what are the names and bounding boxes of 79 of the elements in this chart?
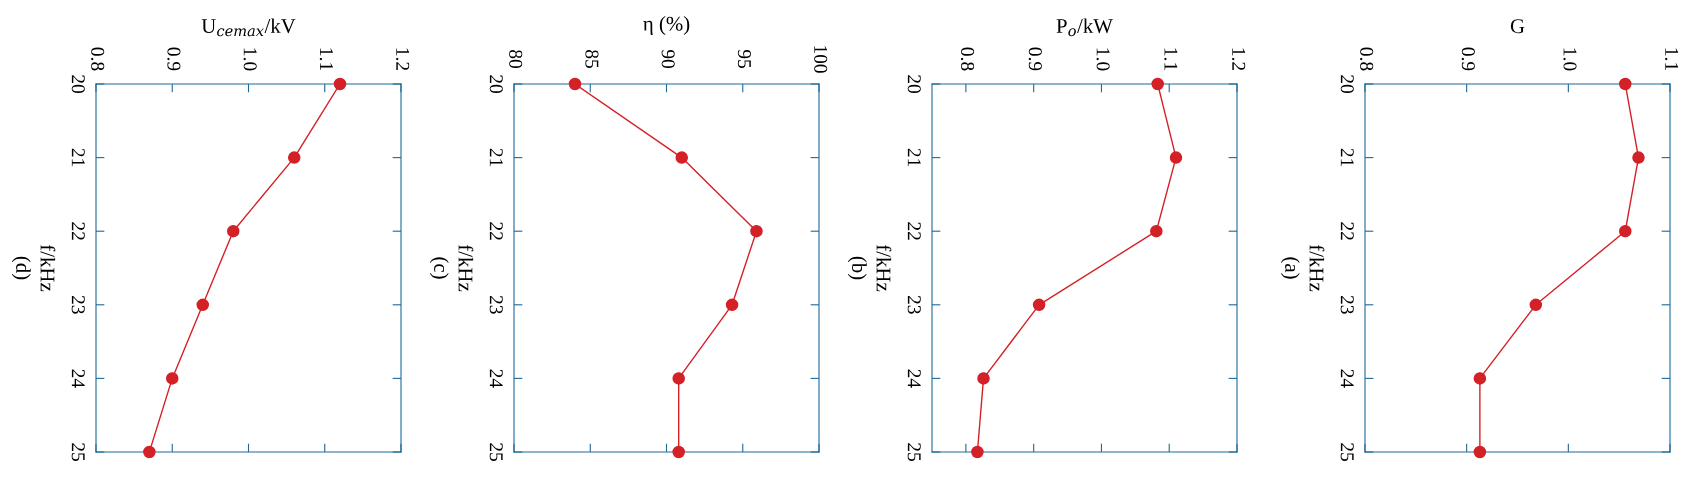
point <box>1032 298 1046 312</box>
x-tick-label: 1.0 <box>1096 48 1110 71</box>
x-tick-label: 1.1 <box>319 48 333 70</box>
x-tick-label: 1.1 <box>1164 48 1178 70</box>
y-tick-label: 21 <box>489 148 503 167</box>
y-axis-title: f/kHz <box>876 244 892 292</box>
y-tick-label: 22 <box>1340 222 1354 240</box>
x-tick-label: 0.8 <box>960 47 975 71</box>
point <box>1169 151 1183 164</box>
text: (b) <box>847 256 867 280</box>
x-tick-label: 1.0 <box>1563 48 1577 71</box>
y-tick-label: 20 <box>71 75 85 93</box>
point <box>196 298 210 312</box>
y-tick-label: 23 <box>489 295 503 314</box>
x-tick-label: 0.9 <box>1461 47 1475 71</box>
point <box>1619 224 1632 238</box>
y-tick-label: 23 <box>907 295 921 314</box>
y-tick-label: 22 <box>71 222 85 240</box>
x-tick-label: 90 <box>661 49 675 68</box>
x-axis-title: P$_{o}$/kW <box>1056 18 1113 37</box>
point <box>1473 445 1487 459</box>
x-tick-label: 0.9 <box>167 47 181 71</box>
x-tick-label: 0.8 <box>1360 47 1374 71</box>
y-axis-title: f/kHz <box>458 244 474 292</box>
point <box>1632 151 1645 164</box>
y-tick-label: 20 <box>907 75 921 93</box>
y-tick-label: 25 <box>1340 443 1354 461</box>
y-tick-label: 22 <box>489 222 503 240</box>
x-tick-label: 1.2 <box>396 48 410 71</box>
y-tick-label: 21 <box>71 148 85 167</box>
point <box>333 77 347 91</box>
point <box>568 77 582 91</box>
y-tick-label: 25 <box>71 443 85 461</box>
point <box>977 372 990 385</box>
y-axis-title: f/kHz <box>40 244 56 292</box>
point <box>725 298 739 312</box>
point <box>675 151 689 164</box>
x-axis-title: η (%) <box>643 16 690 35</box>
y-axis-title: f/kHz <box>1309 244 1325 292</box>
point <box>1473 372 1487 385</box>
x-axis-title: U$_{cemax}$/kV <box>201 18 296 37</box>
x-tick-label: 0.8 <box>91 47 105 71</box>
point <box>672 445 685 459</box>
x-tick-label: 80 <box>509 50 523 68</box>
text: (a) <box>1280 257 1300 279</box>
point <box>750 224 763 238</box>
point <box>1150 224 1163 238</box>
x-tick-label: 85 <box>585 50 599 68</box>
y-tick-label: 25 <box>907 443 921 461</box>
text: (c) <box>429 257 449 279</box>
x-tick-label: 1.1 <box>1665 48 1679 70</box>
y-tick-label: 20 <box>1340 75 1354 93</box>
point <box>971 445 984 459</box>
y-tick-label: 24 <box>907 369 921 388</box>
point <box>1529 298 1543 312</box>
point <box>672 372 685 385</box>
point <box>143 445 156 459</box>
y-tick-label: 24 <box>71 369 85 388</box>
point <box>165 372 179 385</box>
y-tick-label: 21 <box>907 148 921 167</box>
x-tick-label: 100 <box>814 46 828 73</box>
point <box>1151 77 1164 91</box>
y-tick-label: 23 <box>71 295 85 314</box>
y-tick-label: 24 <box>1340 369 1354 388</box>
y-tick-label: 20 <box>489 75 503 93</box>
y-tick-label: 25 <box>489 443 503 461</box>
point <box>226 224 240 238</box>
text: (d) <box>11 256 31 280</box>
y-tick-label: 21 <box>1340 148 1354 167</box>
point <box>1619 77 1632 91</box>
x-axis-title: G <box>1510 19 1525 34</box>
x-tick-label: 0.9 <box>1028 47 1042 71</box>
x-tick-label: 1.0 <box>243 48 257 71</box>
point <box>287 151 301 164</box>
x-tick-label: 1.2 <box>1232 48 1246 71</box>
y-tick-label: 24 <box>489 369 503 388</box>
x-tick-label: 95 <box>737 49 751 68</box>
y-tick-label: 22 <box>907 222 921 240</box>
y-tick-label: 23 <box>1340 295 1354 314</box>
